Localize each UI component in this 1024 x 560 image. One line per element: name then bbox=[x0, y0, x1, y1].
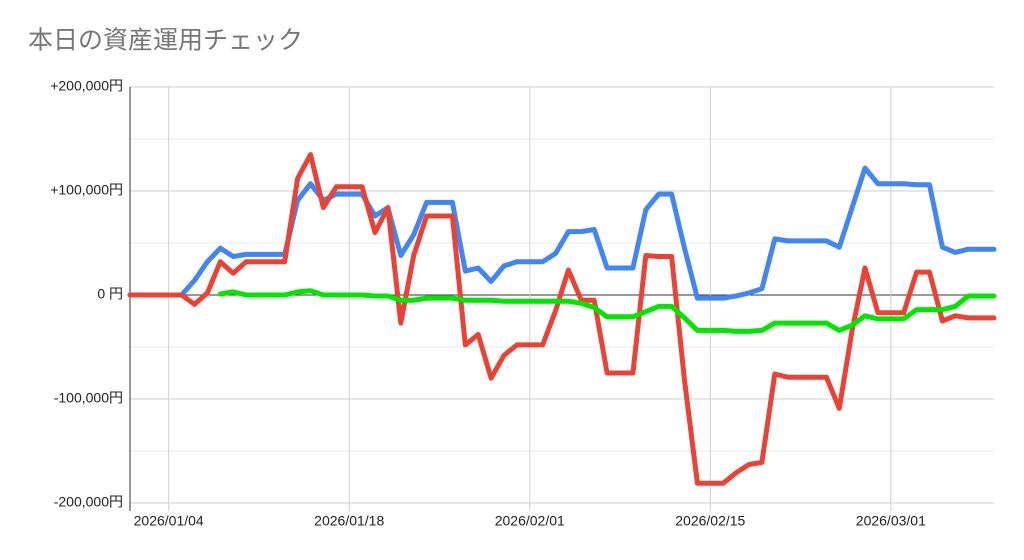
data-line bbox=[127, 152, 997, 486]
data-line bbox=[127, 165, 997, 301]
data-line bbox=[217, 288, 997, 334]
y-tick-label: -100,000円 bbox=[54, 390, 123, 406]
y-tick-label: 0 円 bbox=[97, 286, 123, 302]
y-tick-label: +200,000円 bbox=[50, 78, 123, 94]
y-tick-label: -200,000円 bbox=[54, 494, 123, 510]
x-tick-label: 2026/02/15 bbox=[675, 513, 745, 529]
chart-title: 本日の資産運用チェック bbox=[28, 27, 303, 55]
y-tick-label: +100,000円 bbox=[50, 182, 123, 198]
x-tick-label: 2026/02/01 bbox=[495, 513, 565, 529]
x-tick-label: 2026/01/18 bbox=[314, 513, 384, 529]
x-tick-label: 2026/03/01 bbox=[856, 513, 926, 529]
x-tick-label: 2026/01/04 bbox=[134, 513, 204, 529]
